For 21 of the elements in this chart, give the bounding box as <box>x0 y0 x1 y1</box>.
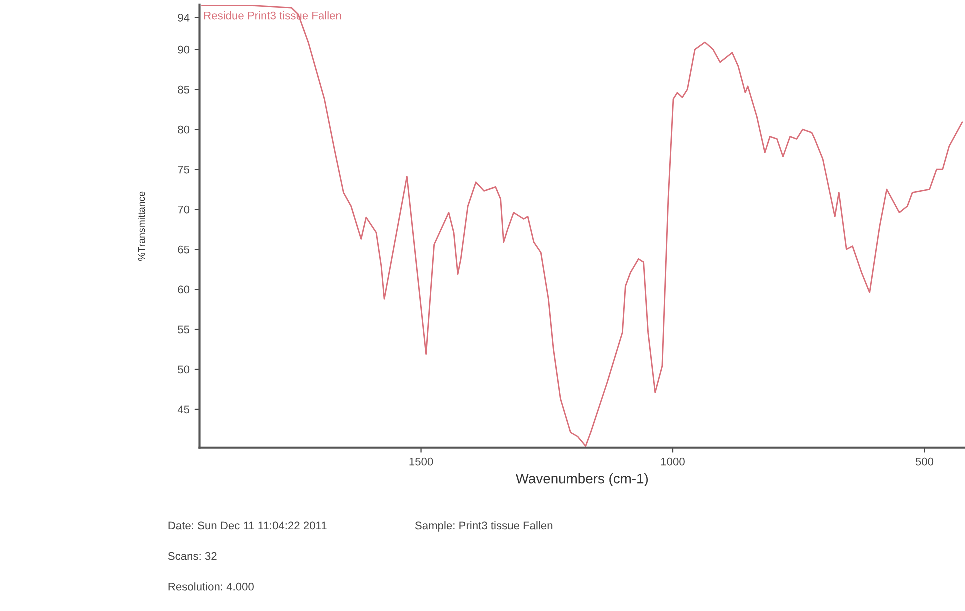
line-series <box>202 4 964 447</box>
y-tick-label: 60 <box>178 286 190 294</box>
y-tick-label: 45 <box>178 406 190 414</box>
text: Resolution: 4.000 <box>168 582 254 591</box>
y-tick-label: 90 <box>178 46 190 54</box>
text: Sample: Print3 tissue Fallen <box>415 522 553 532</box>
y-tick-label: 50 <box>178 366 190 374</box>
y-tick-label: 55 <box>178 326 190 334</box>
y-tick-label: 65 <box>178 246 190 254</box>
text: Date: Sun Dec 11 11:04:22 2011 <box>168 522 327 530</box>
y-tick-label: 85 <box>178 86 190 94</box>
text: Scans: 32 <box>168 552 217 560</box>
y-tick-label: 80 <box>178 126 190 134</box>
x-tick-label: 1000 <box>661 458 685 466</box>
x-axis-title: Wavenumbers (cm-1) <box>516 474 648 486</box>
y-tick-label: 70 <box>178 206 190 214</box>
y-axis-title: %Transmittance <box>138 192 146 261</box>
y-tick-label: 75 <box>178 166 190 174</box>
x-tick-label: 500 <box>916 458 934 466</box>
y-tick-label: 94 <box>178 14 190 22</box>
x-tick-label: 1500 <box>410 458 434 466</box>
